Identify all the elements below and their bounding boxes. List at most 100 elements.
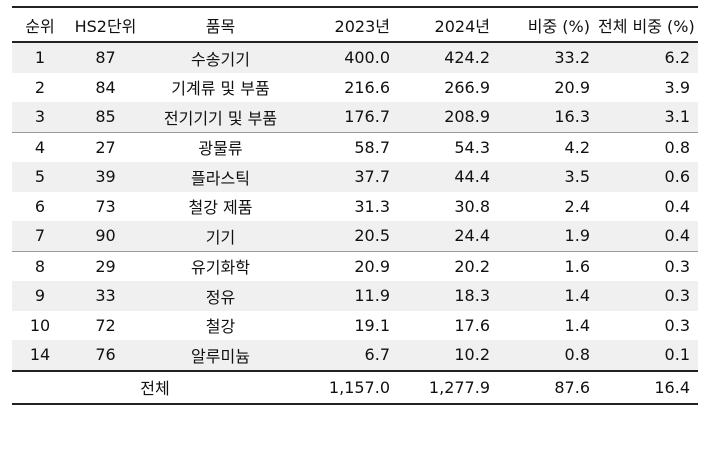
cell-share: 0.8: [498, 340, 598, 371]
cell-2023: 19.1: [354, 315, 390, 335]
cell-2023: 20.9: [354, 256, 390, 276]
cell-rank: 8: [34, 256, 46, 276]
cell-hs2: 39: [68, 162, 143, 192]
cell-hs2: 76: [68, 340, 143, 371]
table-row: 5 39 플라스틱 37.7 44.4 3.5 0.6: [12, 162, 698, 192]
export-items-table: 순위 HS2단위 품목 2023년 2024년 비중 (%) 전체 비중 (%)…: [12, 6, 698, 405]
cell-rank: 10: [29, 315, 51, 335]
cell-2023: 58.7: [354, 137, 390, 157]
table-row: 6 73 철강 제품 31.3 30.8 2.4 0.4: [12, 192, 698, 222]
table-row: 3 85 전기기기 및 부품 176.7 208.9 16.3 3.1: [12, 102, 698, 133]
cell-item: 알루미늄: [143, 340, 298, 371]
cell-2023: 6.7: [298, 340, 398, 371]
cell-item: 수송기기: [143, 42, 298, 73]
cell-2024: 424.2: [398, 42, 498, 73]
cell-share: 3.5: [498, 162, 598, 192]
cell-item: 정유: [143, 281, 298, 311]
total-share: 87.6: [498, 369, 598, 405]
cell-total-share: 0.1: [598, 340, 698, 371]
header-hs2: HS2단위: [68, 6, 143, 43]
cell-2023: 216.6: [344, 77, 390, 97]
cell-2023: 176.7: [298, 102, 398, 133]
cell-rank: 6: [34, 196, 46, 216]
cell-share: 1.4: [564, 315, 590, 335]
cell-total-share: 0.3: [598, 281, 698, 311]
total-label: 전체: [12, 369, 298, 405]
cell-share: 1.6: [564, 256, 590, 276]
cell-share: 33.2: [498, 42, 598, 73]
cell-hs2: 90: [68, 221, 143, 252]
cell-total-share: 3.9: [664, 77, 690, 97]
table-row: 10 72 철강 19.1 17.6 1.4 0.3: [12, 311, 698, 341]
table-row: 14 76 알루미늄 6.7 10.2 0.8 0.1: [12, 340, 698, 371]
cell-hs2: 84: [95, 77, 116, 97]
header-2024: 2024년: [398, 6, 498, 43]
cell-rank: 14: [12, 340, 68, 371]
table-body: 1 87 수송기기 400.0 424.2 33.2 6.2 2 84 기계류 …: [12, 42, 698, 405]
cell-item: 철강 제품: [188, 198, 253, 218]
cell-2023: 400.0: [298, 42, 398, 73]
cell-hs2: 33: [68, 281, 143, 311]
cell-hs2: 27: [95, 137, 116, 157]
cell-item: 철강: [205, 317, 236, 337]
cell-item: 전기기기 및 부품: [143, 102, 298, 133]
cell-total-share: 0.3: [664, 256, 690, 276]
cell-share: 1.9: [498, 221, 598, 252]
cell-total-share: 0.4: [598, 221, 698, 252]
table-row: 4 27 광물류 58.7 54.3 4.2 0.8: [12, 132, 698, 162]
cell-total-share: 0.4: [664, 196, 690, 216]
cell-rank: 4: [34, 137, 46, 157]
cell-total-share: 0.8: [664, 137, 690, 157]
cell-2024: 24.4: [398, 221, 498, 252]
cell-rank: 9: [12, 281, 68, 311]
cell-total-share: 6.2: [598, 42, 698, 73]
export-items-table-container: 순위 HS2단위 품목 2023년 2024년 비중 (%) 전체 비중 (%)…: [12, 6, 698, 405]
cell-share: 1.4: [498, 281, 598, 311]
total-2023: 1,157.0: [298, 369, 398, 405]
cell-item: 유기화학: [191, 258, 250, 278]
cell-2024: 208.9: [398, 102, 498, 133]
cell-2024: 44.4: [398, 162, 498, 192]
cell-rank: 7: [12, 221, 68, 252]
cell-rank: 3: [12, 102, 68, 133]
table-header: 순위 HS2단위 품목 2023년 2024년 비중 (%) 전체 비중 (%): [12, 6, 698, 43]
total-2024: 1,277.9: [398, 369, 498, 405]
header-share: 비중 (%): [498, 6, 598, 43]
cell-share: 2.4: [564, 196, 590, 216]
cell-hs2: 73: [95, 196, 116, 216]
cell-rank: 5: [12, 162, 68, 192]
table-row: 9 33 정유 11.9 18.3 1.4 0.3: [12, 281, 698, 311]
cell-total-share: 3.1: [598, 102, 698, 133]
table-row: 7 90 기기 20.5 24.4 1.9 0.4: [12, 221, 698, 252]
cell-hs2: 72: [95, 315, 116, 335]
total-total-share: 16.4: [598, 369, 698, 405]
cell-item: 기기: [143, 221, 298, 252]
cell-2024: 18.3: [398, 281, 498, 311]
table-row: 2 84 기계류 및 부품 216.6 266.9 20.9 3.9: [12, 73, 698, 103]
cell-item: 광물류: [198, 139, 243, 159]
cell-2024: 10.2: [398, 340, 498, 371]
cell-total-share: 0.3: [664, 315, 690, 335]
header-rank: 순위: [12, 6, 68, 43]
total-row: 전체 1,157.0 1,277.9 87.6 16.4: [12, 369, 698, 405]
header-2023: 2023년: [298, 6, 398, 43]
header-item: 품목: [143, 6, 298, 43]
table-row: 1 87 수송기기 400.0 424.2 33.2 6.2: [12, 42, 698, 73]
cell-2024: 54.3: [454, 137, 490, 157]
cell-2023: 37.7: [298, 162, 398, 192]
cell-hs2: 29: [95, 256, 116, 276]
cell-2024: 30.8: [454, 196, 490, 216]
cell-share: 16.3: [498, 102, 598, 133]
cell-2023: 11.9: [298, 281, 398, 311]
cell-2023: 31.3: [354, 196, 390, 216]
cell-share: 4.2: [564, 137, 590, 157]
cell-share: 20.9: [554, 77, 590, 97]
cell-rank: 2: [34, 77, 46, 97]
header-total-share: 전체 비중 (%): [598, 6, 698, 43]
cell-hs2: 85: [68, 102, 143, 133]
cell-hs2: 87: [68, 42, 143, 73]
cell-rank: 1: [12, 42, 68, 73]
cell-2024: 17.6: [454, 315, 490, 335]
cell-2024: 266.9: [444, 77, 490, 97]
header-row: 순위 HS2단위 품목 2023년 2024년 비중 (%) 전체 비중 (%): [12, 6, 698, 43]
